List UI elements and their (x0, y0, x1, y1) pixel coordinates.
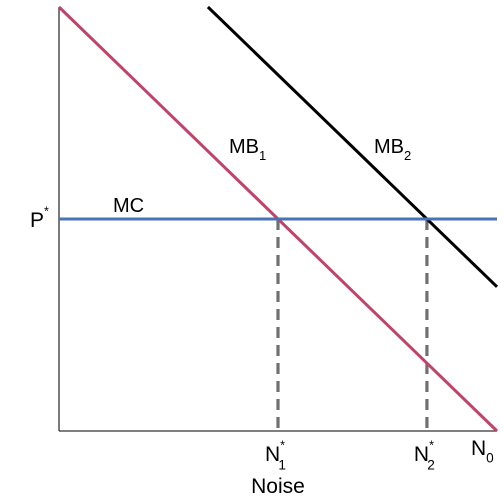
curves (57, 5, 499, 433)
n0-tick-label-text: N (471, 437, 486, 460)
x-axis-title: Noise (251, 475, 305, 498)
equilibrium-tick-label-1-subscript: 1 (278, 457, 286, 472)
equilibrium-tick-label-2-subscript: 2 (427, 457, 435, 472)
equilibrium-tick-label-1-text: N (265, 443, 280, 466)
curve-label-mb1-subscript: 1 (259, 148, 266, 163)
price-tick-label: P* (30, 204, 49, 232)
price-tick-label-superscript: * (44, 204, 49, 218)
series-line-mb2 (206, 5, 499, 288)
equilibrium-tick-label-2: N* 2 (414, 438, 435, 472)
curve-label-mb1: MB1 (229, 136, 266, 163)
curve-label-mb2-text: MB (374, 136, 404, 158)
curve-label-mb2-subscript: 2 (404, 148, 411, 163)
curve-label-mb2: MB2 (374, 136, 411, 163)
equilibrium-tick-label-2-text: N (414, 443, 429, 466)
curve-label-mc: MC (113, 195, 144, 217)
tick-labels: P*N* 1 N* 2N0 (30, 204, 494, 472)
equilibrium-tick-label-1-superscript: * (280, 438, 285, 452)
n0-tick-label-subscript: 0 (486, 450, 494, 465)
curve-label-mb1-text: MB (229, 136, 259, 158)
equilibrium-dashed-lines (276, 219, 429, 431)
curve-label-mc-text: MC (113, 195, 144, 217)
n0-tick-label: N0 (471, 437, 494, 465)
price-tick-label-text: P (30, 209, 44, 232)
equilibrium-tick-label-2-superscript: * (429, 438, 434, 452)
equilibrium-tick-label-1: N* 1 (265, 438, 286, 472)
